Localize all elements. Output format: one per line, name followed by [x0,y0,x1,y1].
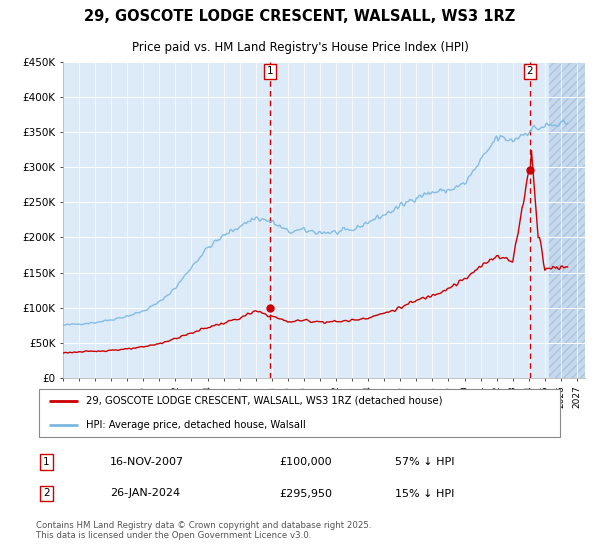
Text: 29, GOSCOTE LODGE CRESCENT, WALSALL, WS3 1RZ: 29, GOSCOTE LODGE CRESCENT, WALSALL, WS3… [85,9,515,24]
Text: HPI: Average price, detached house, Walsall: HPI: Average price, detached house, Wals… [86,420,306,430]
FancyBboxPatch shape [38,389,560,437]
Text: 15% ↓ HPI: 15% ↓ HPI [395,488,454,498]
Text: 16-NOV-2007: 16-NOV-2007 [110,457,184,467]
Text: 2: 2 [527,66,533,76]
Text: 26-JAN-2024: 26-JAN-2024 [110,488,180,498]
Text: 57% ↓ HPI: 57% ↓ HPI [395,457,455,467]
Text: 1: 1 [43,457,50,467]
Text: Contains HM Land Registry data © Crown copyright and database right 2025.
This d: Contains HM Land Registry data © Crown c… [36,521,371,540]
Text: Price paid vs. HM Land Registry's House Price Index (HPI): Price paid vs. HM Land Registry's House … [131,41,469,54]
Text: 29, GOSCOTE LODGE CRESCENT, WALSALL, WS3 1RZ (detached house): 29, GOSCOTE LODGE CRESCENT, WALSALL, WS3… [86,396,443,406]
Text: £295,950: £295,950 [279,488,332,498]
Text: 2: 2 [43,488,50,498]
Text: 1: 1 [266,66,273,76]
Text: £100,000: £100,000 [279,457,332,467]
Bar [549,62,585,378]
